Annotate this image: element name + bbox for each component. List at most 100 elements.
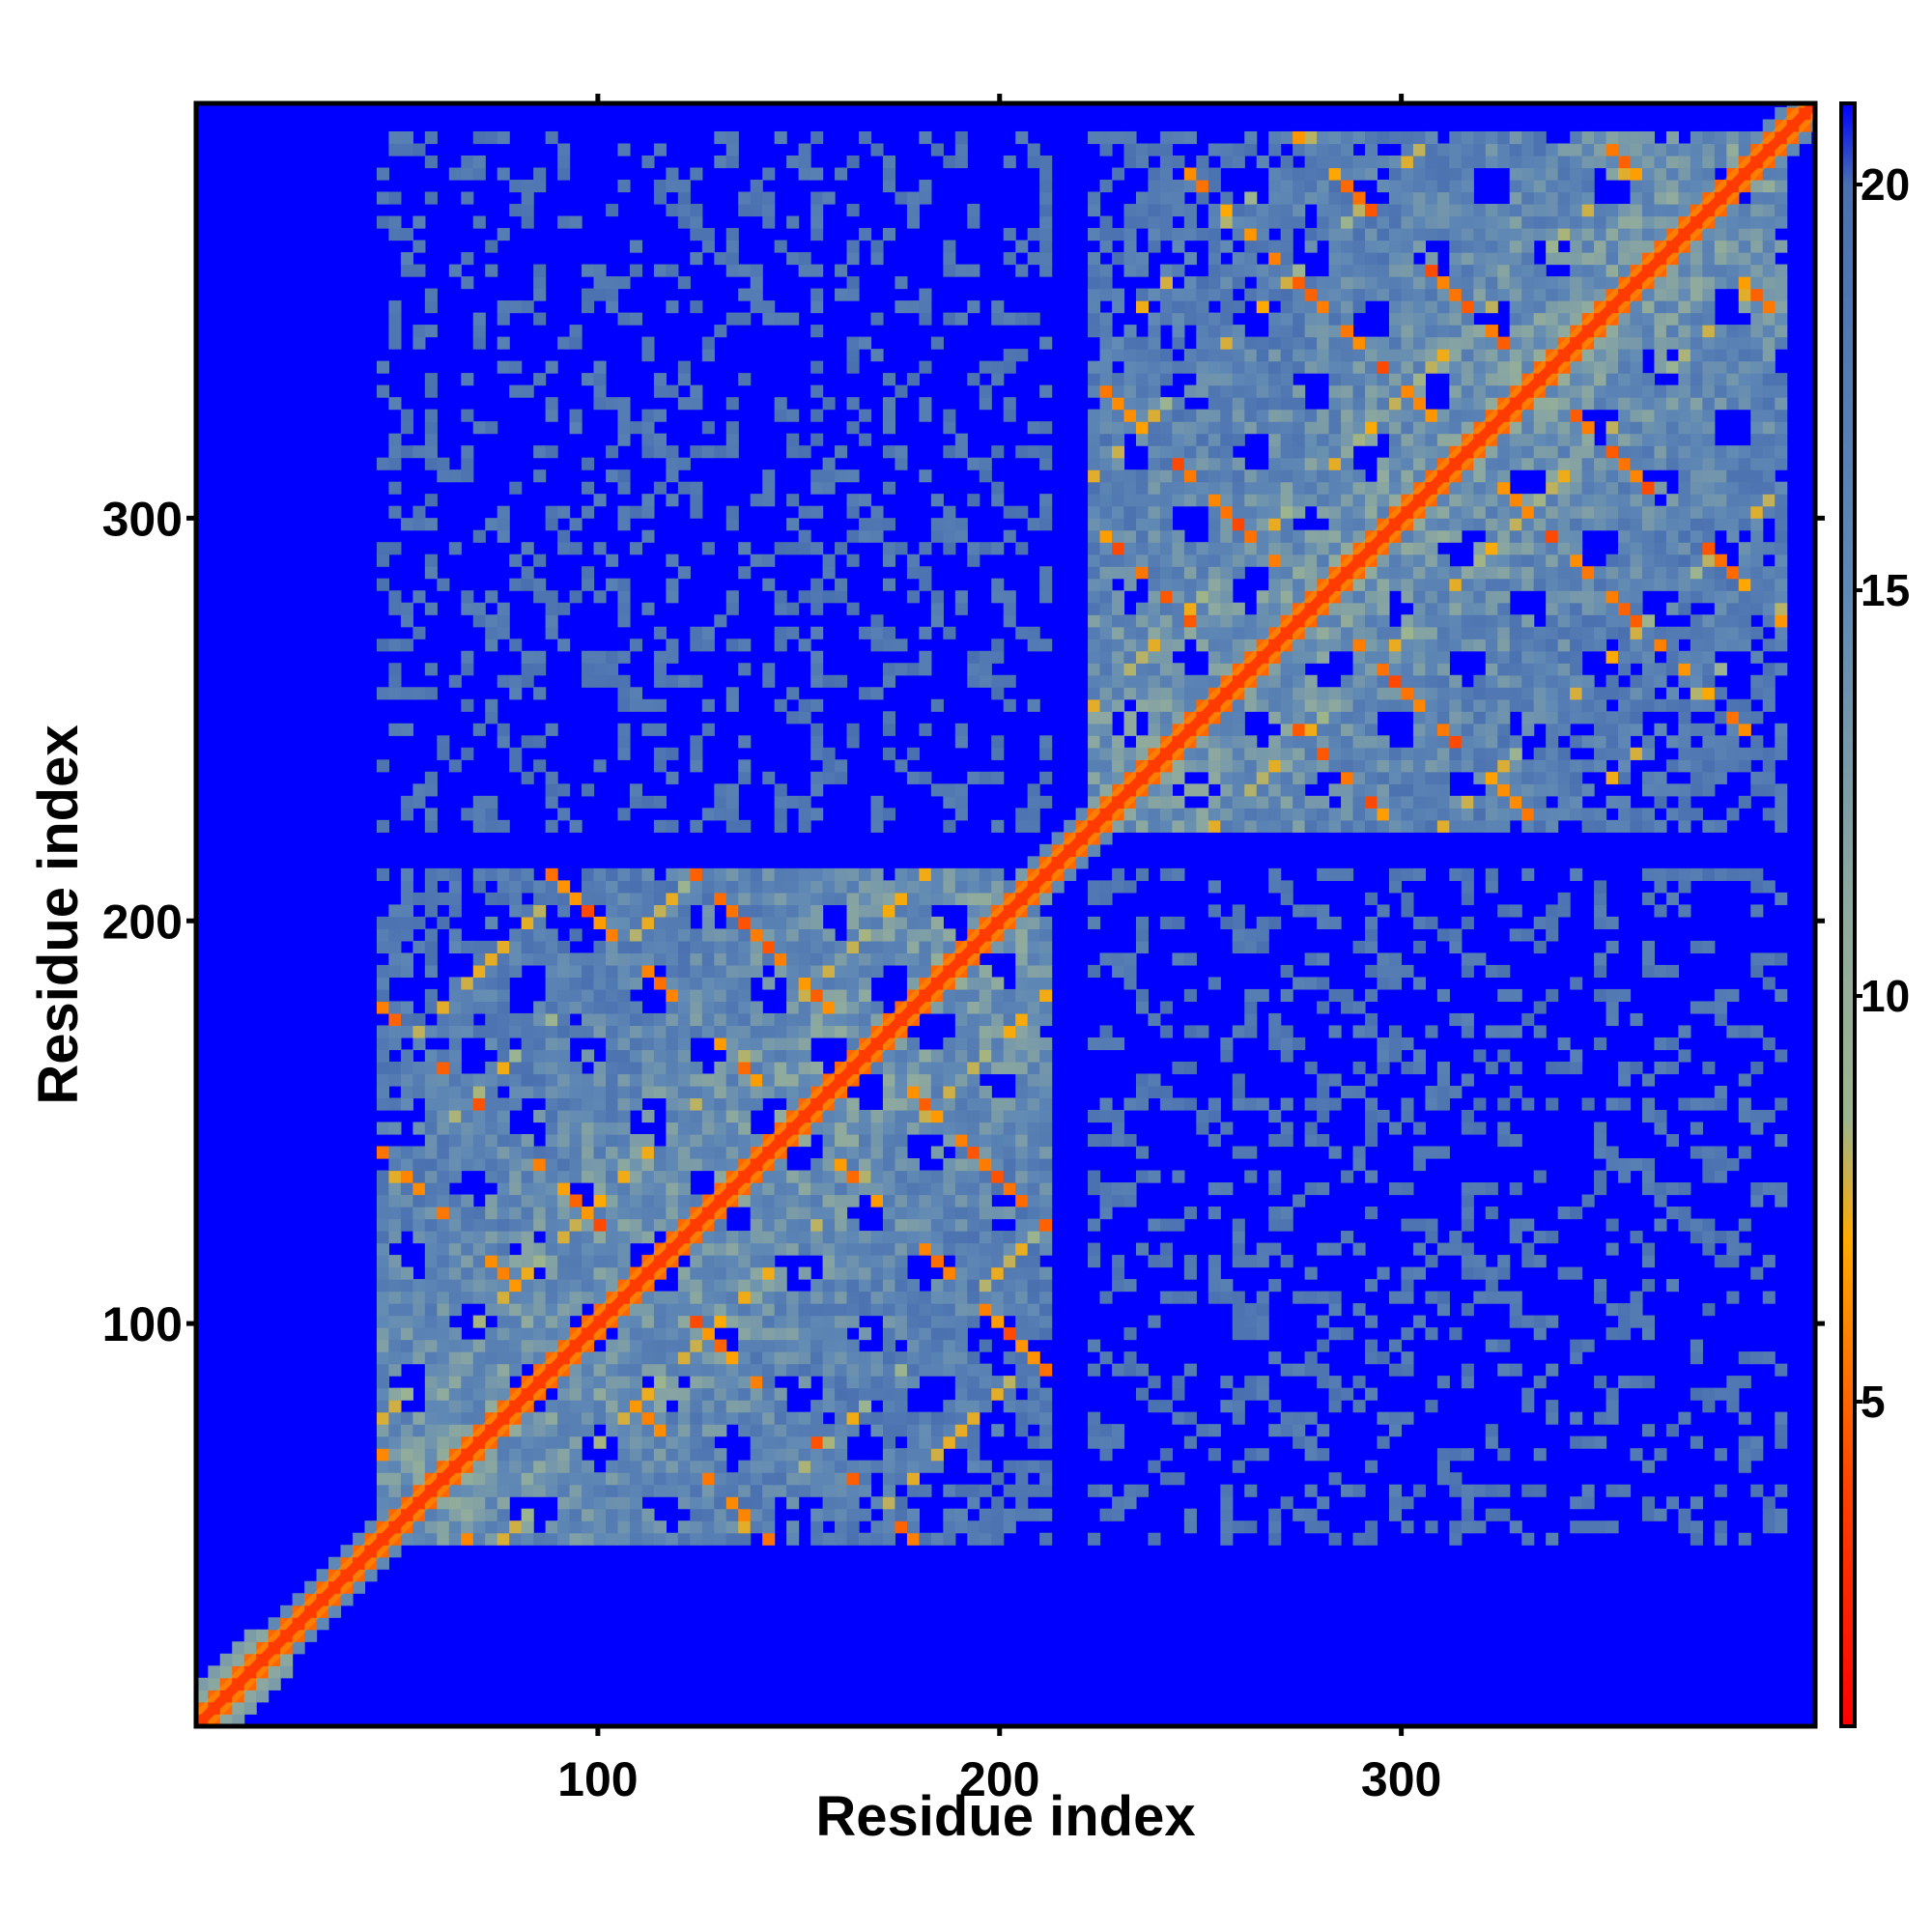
- heatmap-cell: [1123, 759, 1137, 773]
- heatmap-cell: [677, 1146, 691, 1159]
- heatmap-cell: [1123, 155, 1137, 169]
- heatmap-cell: [943, 445, 956, 459]
- heatmap-cell: [1015, 1085, 1029, 1099]
- heatmap-cell: [1220, 771, 1234, 784]
- heatmap-cell: [472, 1400, 486, 1413]
- heatmap-cell: [906, 1218, 920, 1232]
- heatmap-cell: [906, 1231, 920, 1244]
- heatmap-cell: [569, 1291, 582, 1304]
- heatmap-cell: [472, 988, 486, 1003]
- heatmap-cell: [967, 964, 980, 979]
- heatmap-cell: [810, 663, 824, 676]
- heatmap-cell: [991, 1049, 1005, 1063]
- heatmap-cell: [1135, 191, 1150, 205]
- heatmap-cell: [424, 1109, 438, 1123]
- heatmap-cell: [1268, 1109, 1282, 1123]
- heatmap-cell: [593, 1122, 607, 1135]
- heatmap-cell: [810, 1411, 824, 1425]
- heatmap-cell: [1317, 204, 1330, 217]
- heatmap-cell: [677, 1266, 691, 1280]
- heatmap-cell: [437, 1424, 450, 1437]
- heatmap-cell: [412, 1073, 426, 1087]
- heatmap-cell: [472, 1351, 486, 1365]
- heatmap-cell: [798, 1448, 811, 1462]
- heatmap-cell: [424, 494, 438, 507]
- heatmap-cell: [774, 626, 787, 639]
- heatmap-cell: [521, 1231, 534, 1244]
- heatmap-cell: [954, 312, 968, 326]
- heatmap-cell: [1256, 264, 1269, 277]
- heatmap-cell: [906, 1460, 920, 1473]
- heatmap-cell: [1328, 433, 1342, 446]
- heatmap-cell: [1328, 687, 1342, 700]
- heatmap-cell: [810, 215, 824, 229]
- heatmap-cell: [786, 1448, 800, 1462]
- heatmap-cell: [1208, 494, 1221, 507]
- heatmap-cell: [930, 143, 944, 156]
- heatmap-cell: [930, 590, 944, 604]
- heatmap-cell: [1280, 384, 1293, 398]
- heatmap-cell: [774, 1363, 787, 1377]
- heatmap-cell: [1027, 928, 1040, 942]
- heatmap-cell: [1328, 1025, 1342, 1038]
- heatmap-cell: [822, 1182, 836, 1196]
- heatmap-cell: [1328, 723, 1342, 736]
- heatmap-cell: [1183, 1363, 1197, 1377]
- heatmap-cell: [1123, 880, 1137, 894]
- heatmap-cell: [1088, 445, 1101, 459]
- heatmap-cell: [677, 1400, 691, 1413]
- heatmap-cell: [1112, 252, 1125, 266]
- heatmap-cell: [690, 952, 703, 966]
- heatmap-cell: [1280, 325, 1293, 338]
- heatmap-cell: [786, 1411, 800, 1425]
- heatmap-cell: [798, 1061, 811, 1075]
- heatmap-cell: [208, 1677, 221, 1690]
- heatmap-cell: [412, 1520, 426, 1534]
- heatmap-cell: [437, 1387, 450, 1401]
- heatmap-cell: [906, 1049, 920, 1063]
- heatmap-cell: [497, 1170, 510, 1183]
- heatmap-cell: [967, 1303, 980, 1317]
- heatmap-cell: [750, 1448, 763, 1462]
- heatmap-cell: [1328, 336, 1342, 350]
- heatmap-cell: [448, 1109, 462, 1123]
- heatmap-cell: [1244, 215, 1258, 229]
- heatmap-cell: [1183, 215, 1197, 229]
- heatmap-cell: [376, 384, 390, 398]
- heatmap-cell: [882, 1448, 896, 1462]
- heatmap-cell: [882, 445, 896, 459]
- heatmap-cell: [1196, 433, 1209, 446]
- heatmap-cell: [835, 1327, 848, 1341]
- heatmap-cell: [1196, 349, 1209, 362]
- heatmap-cell: [762, 867, 776, 881]
- heatmap-cell: [1039, 1532, 1053, 1546]
- heatmap-cell: [954, 1218, 968, 1232]
- heatmap-cell: [906, 1242, 920, 1256]
- heatmap-cell: [485, 1363, 498, 1377]
- heatmap-cell: [870, 1122, 884, 1135]
- heatmap-cell: [919, 578, 932, 591]
- heatmap-cell: [1328, 1291, 1342, 1304]
- heatmap-cell: [472, 336, 486, 350]
- heatmap-cell: [388, 130, 402, 145]
- heatmap-cell: [1341, 469, 1354, 483]
- heatmap-cell: [400, 964, 413, 979]
- heatmap-cell: [424, 1520, 438, 1534]
- heatmap-cell: [1293, 336, 1306, 350]
- heatmap-cell: [906, 1435, 920, 1449]
- heatmap-cell: [485, 1400, 498, 1413]
- heatmap-cell: [895, 1146, 908, 1159]
- heatmap-cell: [461, 1520, 474, 1534]
- heatmap-cell: [1304, 167, 1318, 181]
- heatmap-cell: [424, 819, 438, 833]
- heatmap-cell: [666, 1532, 679, 1546]
- heatmap-cell: [725, 928, 739, 942]
- heatmap-cell: [725, 264, 739, 277]
- heatmap-cell: [677, 1025, 691, 1038]
- heatmap-cell: [991, 1315, 1005, 1328]
- heatmap-cell: [424, 155, 438, 169]
- heatmap-cell: [1088, 469, 1101, 483]
- heatmap-cell: [677, 215, 691, 229]
- heatmap-cell: [424, 892, 438, 905]
- heatmap-cell: [1208, 325, 1221, 338]
